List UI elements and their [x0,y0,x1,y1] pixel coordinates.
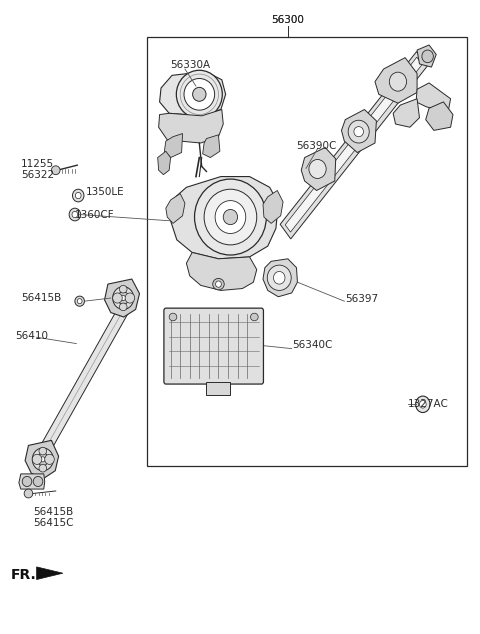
Ellipse shape [39,464,47,472]
Ellipse shape [213,278,224,290]
Ellipse shape [176,70,222,119]
Ellipse shape [420,401,426,408]
Polygon shape [375,58,417,103]
Text: 56300: 56300 [271,15,304,25]
Ellipse shape [24,489,33,498]
Ellipse shape [120,285,127,293]
Polygon shape [164,134,182,158]
Polygon shape [166,193,185,223]
Polygon shape [206,382,230,396]
Ellipse shape [33,476,43,486]
Ellipse shape [45,455,54,464]
Ellipse shape [309,160,326,178]
Ellipse shape [204,189,257,245]
Text: FR.: FR. [10,568,36,582]
Polygon shape [203,135,220,158]
Ellipse shape [389,72,407,91]
Ellipse shape [251,313,258,321]
Ellipse shape [215,200,246,233]
Text: 56410: 56410 [15,331,48,341]
Polygon shape [25,441,59,478]
Ellipse shape [72,211,78,217]
Ellipse shape [354,127,363,137]
Polygon shape [29,293,135,474]
Ellipse shape [40,457,45,462]
Polygon shape [158,110,223,143]
Polygon shape [301,148,336,190]
Ellipse shape [120,303,127,311]
Ellipse shape [118,292,129,304]
Ellipse shape [22,476,32,486]
Text: 56300: 56300 [271,15,304,25]
Polygon shape [186,252,257,290]
Text: 56340C: 56340C [292,340,332,351]
Text: 56390C: 56390C [297,141,337,151]
Ellipse shape [69,208,81,221]
Ellipse shape [32,455,42,464]
Ellipse shape [267,265,291,290]
Polygon shape [417,45,436,67]
Polygon shape [263,190,283,223]
Ellipse shape [169,313,177,321]
Text: 11255: 11255 [21,159,54,169]
Ellipse shape [121,295,126,301]
Ellipse shape [75,296,84,306]
Text: 56415C: 56415C [33,517,74,527]
Ellipse shape [113,287,134,309]
Ellipse shape [51,166,60,174]
Ellipse shape [416,396,430,413]
Ellipse shape [37,453,48,465]
Polygon shape [105,279,140,317]
Polygon shape [170,176,278,259]
Ellipse shape [32,448,53,470]
FancyBboxPatch shape [164,308,264,384]
Ellipse shape [77,299,82,304]
Ellipse shape [39,448,47,455]
Polygon shape [36,567,63,579]
Ellipse shape [223,209,238,224]
Polygon shape [393,99,420,127]
Polygon shape [416,83,451,112]
Text: 1350LE: 1350LE [86,187,124,197]
Text: 56330A: 56330A [170,60,211,70]
Bar [147,37,468,465]
Polygon shape [341,110,376,153]
Text: 56397: 56397 [345,294,378,304]
Ellipse shape [422,50,433,63]
Polygon shape [159,72,226,116]
Ellipse shape [274,271,285,284]
Text: 1327AC: 1327AC [408,399,448,410]
Ellipse shape [72,189,84,202]
Ellipse shape [194,179,266,255]
Polygon shape [263,259,298,297]
Ellipse shape [348,120,369,143]
Polygon shape [285,57,422,232]
Text: 56415B: 56415B [33,507,73,517]
Ellipse shape [216,281,221,287]
Polygon shape [157,152,170,174]
Ellipse shape [113,293,122,303]
Ellipse shape [192,87,206,101]
Ellipse shape [184,79,215,110]
Text: 56322: 56322 [21,170,54,179]
Polygon shape [426,102,453,131]
Text: 1360CF: 1360CF [75,209,115,219]
Ellipse shape [125,293,135,303]
Ellipse shape [75,192,81,198]
Text: 56415B: 56415B [21,293,61,303]
Polygon shape [19,474,45,489]
Polygon shape [280,51,427,239]
